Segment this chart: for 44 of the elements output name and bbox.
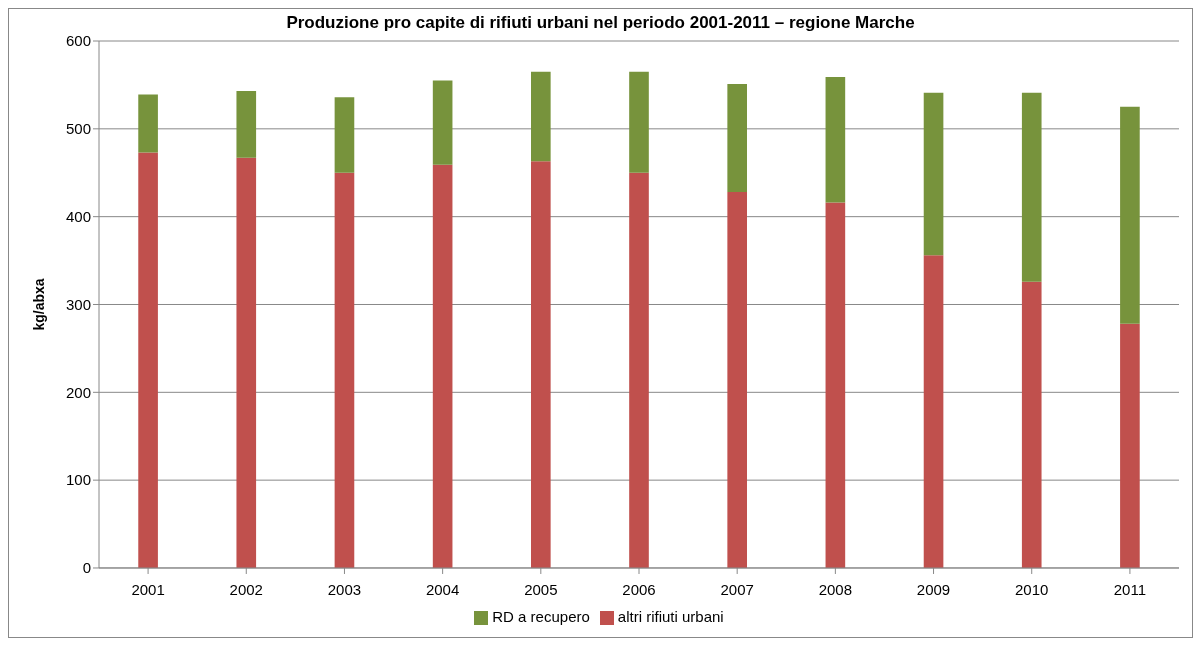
x-tick-label: 2011: [1113, 580, 1147, 598]
bar: [1021, 281, 1042, 568]
bar: [825, 77, 846, 203]
legend-label: altri rifiuti urbani: [617, 607, 724, 625]
bar: [727, 192, 747, 568]
bar: [531, 161, 551, 568]
x-tick-label: 2003: [327, 580, 362, 598]
bar: [334, 97, 355, 173]
bar: [334, 172, 355, 568]
x-tick-label: 2008: [818, 580, 853, 598]
bar: [236, 91, 257, 158]
bar: [138, 94, 158, 153]
legend-label: RD a recupero: [492, 607, 590, 625]
x-tick-label: 2005: [524, 580, 558, 598]
bar: [1021, 92, 1042, 282]
bar: [923, 255, 944, 568]
y-tick-label: 0: [82, 559, 91, 577]
x-tick-label: 2001: [131, 580, 165, 598]
y-tick-label: 300: [65, 295, 91, 313]
bar: [629, 172, 649, 568]
bar: [1120, 106, 1140, 324]
y-tick-label: 400: [65, 207, 91, 225]
x-tick-label: 2009: [916, 580, 951, 598]
x-tick-label: 2002: [229, 580, 263, 598]
bar: [923, 92, 944, 256]
y-tick-label: 200: [65, 383, 91, 401]
y-axis-title: kg/abxa: [30, 278, 47, 331]
x-tick-label: 2010: [1015, 580, 1049, 598]
y-tick-label: 600: [65, 32, 91, 50]
x-tick-label: 2007: [720, 580, 754, 598]
bar: [138, 152, 158, 568]
bar: [629, 71, 649, 173]
x-tick-label: 2006: [622, 580, 656, 598]
bar: [1120, 323, 1140, 568]
bar: [531, 71, 551, 162]
y-tick-label: 500: [65, 120, 91, 138]
bar: [727, 84, 747, 193]
x-tick-label: 2004: [425, 580, 460, 598]
bar: [432, 164, 453, 568]
bar: [236, 157, 257, 568]
y-tick-label: 100: [65, 471, 91, 489]
bar: [825, 202, 846, 568]
chart-title: Produzione pro capite di rifiuti urbani nel periodo 2001-2011 – regione Marche: [286, 13, 915, 32]
bar: [432, 80, 453, 165]
